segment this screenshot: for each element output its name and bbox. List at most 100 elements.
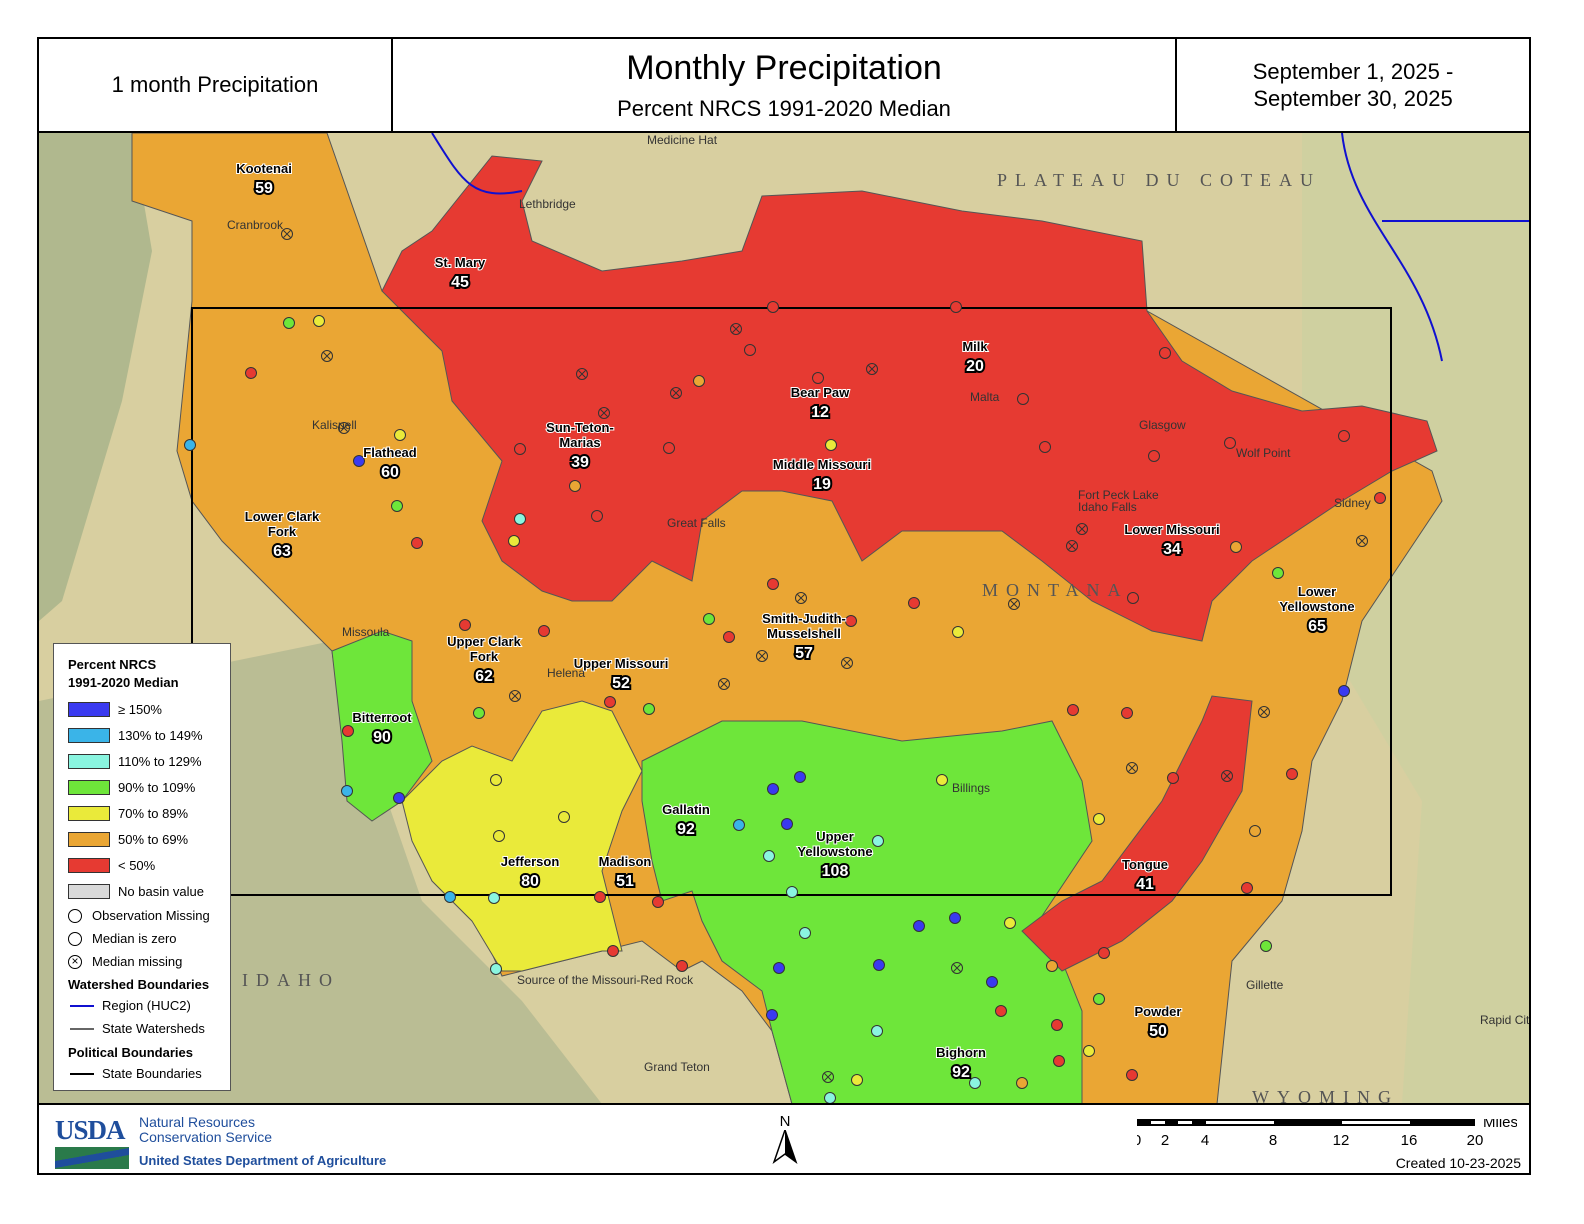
- station-marker[interactable]: [591, 510, 603, 522]
- station-marker[interactable]: [744, 344, 756, 356]
- station-marker[interactable]: [514, 443, 526, 455]
- station-marker[interactable]: [767, 783, 779, 795]
- station-marker[interactable]: [663, 442, 675, 454]
- station-marker[interactable]: [313, 315, 325, 327]
- station-marker[interactable]: [1167, 772, 1179, 784]
- median-missing-marker[interactable]: [718, 678, 730, 690]
- station-marker[interactable]: [812, 372, 824, 384]
- station-marker[interactable]: [1004, 917, 1016, 929]
- station-marker[interactable]: [184, 439, 196, 451]
- station-marker[interactable]: [643, 703, 655, 715]
- median-missing-marker[interactable]: [1258, 706, 1270, 718]
- station-marker[interactable]: [1067, 704, 1079, 716]
- station-marker[interactable]: [245, 367, 257, 379]
- median-missing-marker[interactable]: [670, 387, 682, 399]
- station-marker[interactable]: [871, 1025, 883, 1037]
- station-marker[interactable]: [950, 301, 962, 313]
- station-marker[interactable]: [1159, 347, 1171, 359]
- station-marker[interactable]: [693, 375, 705, 387]
- station-marker[interactable]: [1098, 947, 1110, 959]
- station-marker[interactable]: [1224, 437, 1236, 449]
- station-marker[interactable]: [1286, 768, 1298, 780]
- station-marker[interactable]: [604, 696, 616, 708]
- station-marker[interactable]: [851, 1074, 863, 1086]
- station-marker[interactable]: [594, 891, 606, 903]
- station-marker[interactable]: [391, 500, 403, 512]
- median-missing-marker[interactable]: [598, 407, 610, 419]
- station-marker[interactable]: [353, 455, 365, 467]
- median-missing-marker[interactable]: [1221, 770, 1233, 782]
- station-marker[interactable]: [1241, 882, 1253, 894]
- station-marker[interactable]: [1272, 567, 1284, 579]
- station-marker[interactable]: [1083, 1045, 1095, 1057]
- station-marker[interactable]: [1016, 1077, 1028, 1089]
- station-marker[interactable]: [969, 1077, 981, 1089]
- station-marker[interactable]: [607, 945, 619, 957]
- station-marker[interactable]: [1053, 1055, 1065, 1067]
- median-missing-marker[interactable]: [509, 690, 521, 702]
- station-marker[interactable]: [1260, 940, 1272, 952]
- station-marker[interactable]: [473, 707, 485, 719]
- station-marker[interactable]: [508, 535, 520, 547]
- station-marker[interactable]: [723, 631, 735, 643]
- station-marker[interactable]: [786, 886, 798, 898]
- median-missing-marker[interactable]: [951, 962, 963, 974]
- basin-north-red[interactable]: [381, 155, 1438, 642]
- station-marker[interactable]: [490, 963, 502, 975]
- station-marker[interactable]: [1230, 541, 1242, 553]
- station-marker[interactable]: [703, 613, 715, 625]
- median-missing-marker[interactable]: [822, 1071, 834, 1083]
- station-marker[interactable]: [1148, 450, 1160, 462]
- station-marker[interactable]: [393, 792, 405, 804]
- station-marker[interactable]: [767, 578, 779, 590]
- median-missing-marker[interactable]: [1008, 598, 1020, 610]
- station-marker[interactable]: [676, 960, 688, 972]
- station-marker[interactable]: [845, 615, 857, 627]
- station-marker[interactable]: [824, 1092, 836, 1104]
- station-marker[interactable]: [913, 920, 925, 932]
- station-marker[interactable]: [799, 927, 811, 939]
- median-missing-marker[interactable]: [866, 363, 878, 375]
- station-marker[interactable]: [767, 301, 779, 313]
- station-marker[interactable]: [1039, 441, 1051, 453]
- station-marker[interactable]: [936, 774, 948, 786]
- median-missing-marker[interactable]: [756, 650, 768, 662]
- station-marker[interactable]: [394, 429, 406, 441]
- basin-tongue-red[interactable]: [1021, 695, 1253, 972]
- station-marker[interactable]: [952, 626, 964, 638]
- station-marker[interactable]: [1017, 393, 1029, 405]
- station-marker[interactable]: [733, 819, 745, 831]
- station-marker[interactable]: [1046, 960, 1058, 972]
- station-marker[interactable]: [1093, 813, 1105, 825]
- median-missing-marker[interactable]: [730, 323, 742, 335]
- median-missing-marker[interactable]: [795, 592, 807, 604]
- station-marker[interactable]: [986, 976, 998, 988]
- station-marker[interactable]: [1338, 685, 1350, 697]
- median-missing-marker[interactable]: [338, 422, 350, 434]
- station-marker[interactable]: [444, 891, 456, 903]
- station-marker[interactable]: [1338, 430, 1350, 442]
- station-marker[interactable]: [872, 835, 884, 847]
- median-missing-marker[interactable]: [841, 657, 853, 669]
- station-marker[interactable]: [908, 597, 920, 609]
- station-marker[interactable]: [766, 1009, 778, 1021]
- station-marker[interactable]: [493, 830, 505, 842]
- station-marker[interactable]: [569, 480, 581, 492]
- station-marker[interactable]: [763, 850, 775, 862]
- station-marker[interactable]: [995, 1005, 1007, 1017]
- map-canvas[interactable]: Kootenai 59 St. Mary 45 Milk 20 Bear Paw 12 Sun-…: [39, 133, 1529, 1105]
- median-missing-marker[interactable]: [1126, 762, 1138, 774]
- station-marker[interactable]: [1126, 1069, 1138, 1081]
- basin-south-green[interactable]: [641, 720, 1093, 1104]
- station-marker[interactable]: [283, 317, 295, 329]
- median-missing-marker[interactable]: [1066, 540, 1078, 552]
- station-marker[interactable]: [514, 513, 526, 525]
- station-marker[interactable]: [558, 811, 570, 823]
- station-marker[interactable]: [1249, 825, 1261, 837]
- station-marker[interactable]: [490, 774, 502, 786]
- station-marker[interactable]: [781, 818, 793, 830]
- median-missing-marker[interactable]: [321, 350, 333, 362]
- median-missing-marker[interactable]: [1356, 535, 1368, 547]
- station-marker[interactable]: [488, 892, 500, 904]
- station-marker[interactable]: [342, 725, 354, 737]
